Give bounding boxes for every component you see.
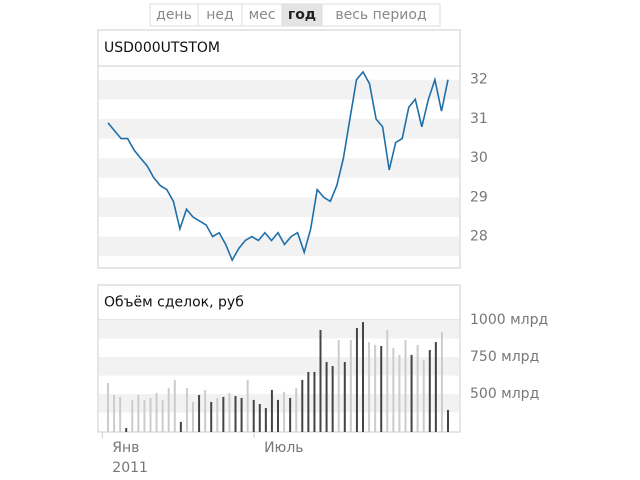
volume-bar [210,401,213,432]
volume-bar [113,395,116,432]
grid-band [99,197,459,218]
volume-bar [185,388,188,432]
volume-bar [119,396,122,432]
volume-bar [240,397,243,432]
volume-bar [167,388,170,432]
volume-bar [307,371,310,432]
tab-label[interactable]: год [288,7,316,23]
volume-bar [380,346,383,432]
volume-bar [325,362,328,432]
volume-bar [234,396,237,432]
x-tick-label: Янв 2011 [112,440,148,476]
tab-label[interactable]: весь период [335,7,426,23]
tab-label[interactable]: нед [206,7,233,23]
y-tick-label: 30 [470,150,488,166]
y-tick-label: 1000 млрд [470,312,548,328]
volume-bar [264,408,267,432]
volume-bar [355,327,358,432]
volume-bar [228,392,231,432]
volume-bar [252,399,255,432]
volume-bar [192,401,194,432]
volume-bar [295,388,298,432]
grid-band [99,236,459,257]
volume-bar [404,339,407,432]
grid-band [99,158,459,178]
volume-bar [368,342,371,432]
volume-bar [362,322,364,432]
volume-bar [398,354,401,432]
panel [97,29,461,269]
volume-bar [107,383,109,432]
tab-label[interactable]: день [156,7,192,23]
volume-bar [137,395,140,432]
volume-bar [125,428,128,432]
volume-bar [374,345,377,432]
y-tick-label: 32 [470,72,488,88]
volume-bar [319,330,322,432]
volume-bar [440,331,443,432]
volume-bar [143,399,146,432]
volume-bar [246,379,249,432]
volume-bar [222,396,225,432]
y-tick-label: 29 [470,189,488,205]
volume-bar [149,397,152,432]
volume-bar [179,421,182,432]
grid-band [99,79,459,100]
volume-bar [155,392,158,432]
volume-bar [131,399,134,432]
y-tick-label: 31 [470,111,488,127]
x-tick-label: Июль [264,440,303,456]
volume-bar [428,350,431,432]
volume-bar [283,391,286,432]
volume-bar [204,389,207,432]
volume-bar [410,354,413,432]
volume-bar [416,345,419,432]
volume-bar [198,395,201,432]
volume-bar [447,409,449,432]
volume-bar [258,404,261,432]
y-tick-label: 750 млрд [470,349,539,365]
volume-bar [349,339,352,432]
volume-bar [343,362,346,432]
volume-bar [216,397,219,432]
volume-bar [270,389,273,432]
y-tick-label: 28 [470,229,488,245]
tab[interactable] [321,3,441,27]
volume-bar [161,399,164,432]
volume-bar [313,371,316,432]
y-tick-label: 500 млрд [470,386,539,402]
volume-bar [422,359,425,432]
volume-bar [301,379,304,432]
volume-bar [331,366,334,432]
volume-bar [277,399,279,432]
tab-label[interactable]: мес [249,7,276,23]
grid-band [99,320,459,339]
price-line [107,70,449,263]
volume-bar [173,379,176,432]
volume-bar [337,339,340,432]
grid-band [99,118,459,139]
volume-bar [386,330,389,432]
chart-title: USD000UTSTOM [104,40,220,56]
volume-bar [289,397,292,432]
volume-bar [392,347,395,432]
chart-title: Объём сделок, руб [104,295,244,311]
volume-bar [434,342,437,432]
